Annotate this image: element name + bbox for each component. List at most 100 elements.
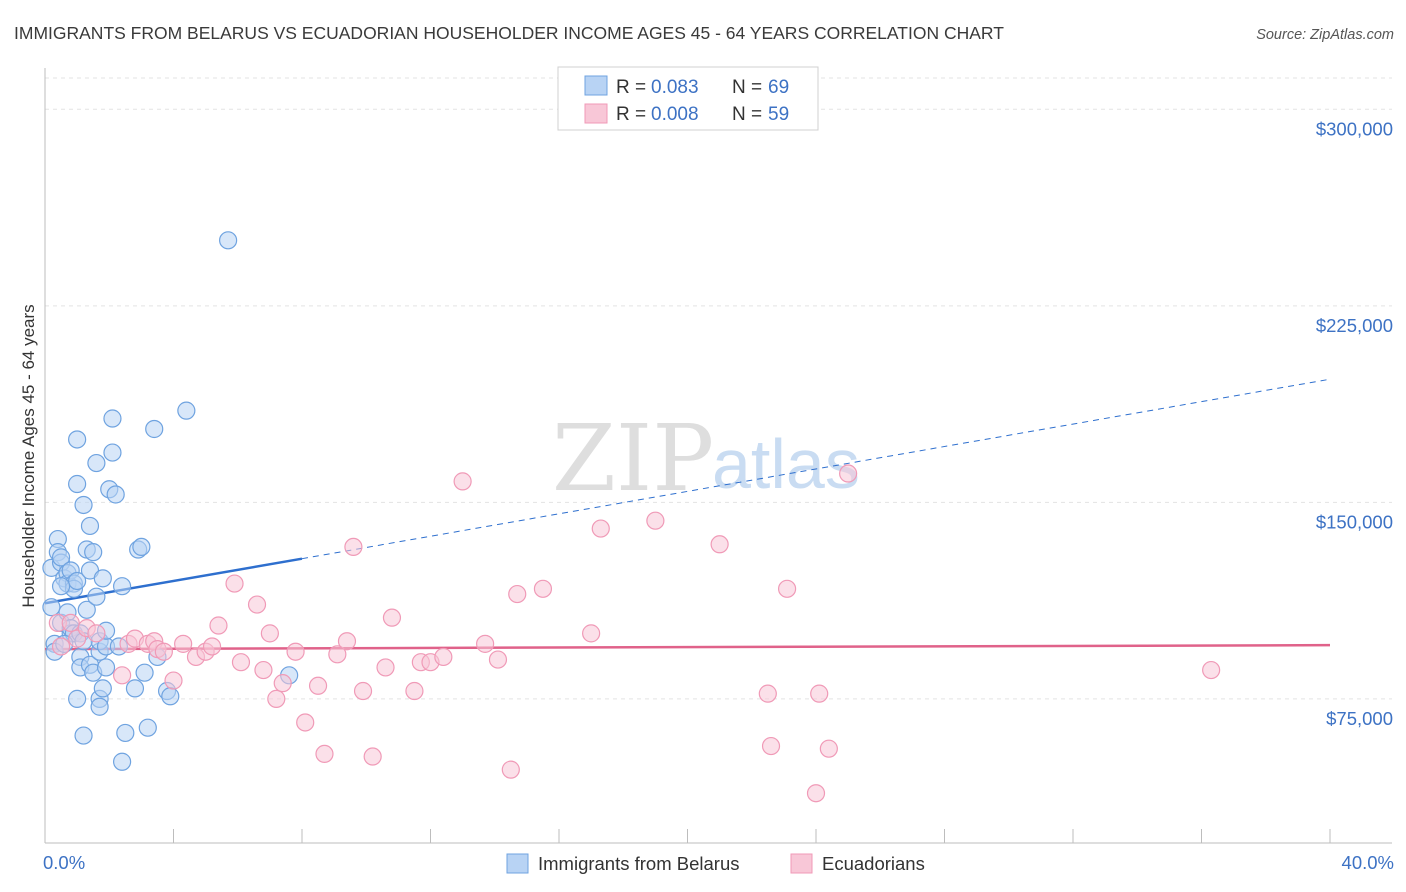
point-1-47 bbox=[582, 624, 601, 643]
point-1-36 bbox=[382, 608, 402, 627]
point-1-26 bbox=[286, 642, 305, 661]
legend: R = 0.083 N = 69 R = 0.008 N = 59 bbox=[557, 66, 819, 131]
legend-r-value-belarus: 0.083 bbox=[651, 77, 699, 98]
legend-r-value-ecuadorians: 0.008 bbox=[651, 104, 699, 125]
watermark: ZIP atlas bbox=[552, 405, 860, 512]
bottom-legend-label-ecuadorians: Ecuadorians bbox=[822, 853, 925, 874]
data-points bbox=[42, 231, 1221, 803]
chart-title: IMMIGRANTS FROM BELARUS VS ECUADORIAN HO… bbox=[14, 23, 1004, 43]
point-1-37 bbox=[405, 681, 424, 701]
point-0-42 bbox=[93, 679, 112, 698]
point-0-62 bbox=[177, 401, 196, 420]
point-0-50 bbox=[112, 577, 132, 596]
point-0-29 bbox=[77, 600, 96, 619]
trend-extension-0 bbox=[301, 378, 1331, 560]
point-0-27 bbox=[74, 726, 93, 745]
point-0-26 bbox=[74, 495, 93, 515]
y-tick-label-2: $225,000 bbox=[1316, 315, 1393, 336]
x-tick-label-max: 40.0% bbox=[1342, 852, 1394, 873]
point-1-12 bbox=[154, 642, 173, 661]
legend-n-value-ecuadorians: 59 bbox=[768, 104, 789, 125]
point-1-48 bbox=[591, 519, 610, 538]
y-tick-labels: $75,000 $150,000 $225,000 $300,000 bbox=[1316, 118, 1393, 729]
point-1-53 bbox=[777, 579, 797, 598]
point-0-34 bbox=[84, 543, 103, 562]
watermark-atlas: atlas bbox=[712, 425, 860, 503]
axes bbox=[44, 68, 1392, 844]
point-1-5 bbox=[87, 624, 106, 643]
point-1-29 bbox=[315, 744, 334, 764]
legend-r-label-ecuadorians: R = bbox=[616, 104, 646, 125]
point-1-50 bbox=[710, 535, 729, 554]
point-0-46 bbox=[103, 409, 122, 428]
point-1-1 bbox=[51, 637, 71, 656]
point-0-20 bbox=[68, 430, 87, 449]
point-0-30 bbox=[80, 516, 100, 536]
point-0-43 bbox=[96, 658, 116, 677]
point-0-53 bbox=[125, 679, 145, 698]
point-0-7 bbox=[51, 548, 71, 567]
point-0-19 bbox=[68, 474, 87, 494]
point-1-43 bbox=[488, 650, 508, 669]
point-0-41 bbox=[93, 569, 112, 588]
point-0-56 bbox=[135, 663, 154, 682]
point-0-51 bbox=[112, 752, 132, 771]
point-1-24 bbox=[267, 689, 286, 708]
y-axis-label: Householder Income Ages 45 - 64 years bbox=[19, 304, 38, 607]
point-1-31 bbox=[337, 632, 357, 651]
bottom-legend-swatch-ecuadorians bbox=[790, 853, 813, 874]
point-1-32 bbox=[344, 537, 363, 557]
chart-source: Source: ZipAtlas.com bbox=[1256, 27, 1394, 43]
point-1-41 bbox=[453, 472, 472, 491]
point-0-47 bbox=[103, 443, 122, 462]
bottom-legend: Immigrants from Belarus Ecuadorians bbox=[506, 853, 925, 874]
point-1-42 bbox=[476, 634, 495, 653]
point-1-49 bbox=[646, 511, 665, 530]
point-0-52 bbox=[116, 723, 135, 743]
point-1-18 bbox=[209, 616, 228, 635]
point-1-44 bbox=[501, 760, 520, 779]
point-0-24 bbox=[68, 689, 87, 708]
bottom-legend-label-belarus: Immigrants from Belarus bbox=[538, 853, 740, 874]
point-1-6 bbox=[112, 666, 132, 685]
legend-n-label-ecuadorians: N = bbox=[732, 104, 762, 125]
legend-swatch-ecuadorians bbox=[584, 103, 608, 124]
y-tick-label-0: $75,000 bbox=[1326, 708, 1393, 729]
point-0-36 bbox=[87, 453, 106, 473]
point-1-45 bbox=[508, 584, 527, 604]
point-1-14 bbox=[174, 634, 193, 653]
x-tick-label-min: 0.0% bbox=[43, 852, 85, 873]
point-1-30 bbox=[328, 645, 347, 664]
point-1-57 bbox=[839, 464, 858, 483]
point-1-13 bbox=[164, 671, 183, 690]
bottom-legend-swatch-belarus bbox=[506, 853, 529, 874]
series-0 bbox=[42, 231, 299, 771]
legend-n-label-belarus: N = bbox=[732, 77, 762, 98]
point-1-21 bbox=[247, 595, 267, 614]
y-tick-label-3: $300,000 bbox=[1316, 118, 1393, 139]
point-0-55 bbox=[132, 537, 151, 557]
point-1-54 bbox=[806, 784, 826, 803]
grid bbox=[45, 77, 1392, 700]
point-0-35 bbox=[87, 587, 106, 606]
point-0-58 bbox=[145, 419, 164, 439]
point-1-35 bbox=[376, 658, 395, 677]
point-1-17 bbox=[202, 637, 222, 656]
point-1-23 bbox=[260, 624, 279, 643]
point-1-19 bbox=[225, 574, 244, 593]
point-1-55 bbox=[810, 684, 829, 703]
point-1-27 bbox=[296, 713, 315, 732]
point-1-40 bbox=[434, 647, 453, 667]
point-0-65 bbox=[51, 577, 71, 596]
point-1-56 bbox=[819, 739, 838, 758]
point-1-33 bbox=[353, 681, 373, 701]
point-0-61 bbox=[161, 687, 180, 706]
point-1-25 bbox=[273, 674, 292, 693]
watermark-zip: ZIP bbox=[552, 405, 714, 512]
legend-r-label-belarus: R = bbox=[616, 77, 646, 98]
series-1 bbox=[48, 464, 1221, 803]
point-0-1 bbox=[42, 598, 61, 617]
point-1-2 bbox=[61, 613, 80, 632]
trend-line-1 bbox=[44, 643, 1331, 651]
